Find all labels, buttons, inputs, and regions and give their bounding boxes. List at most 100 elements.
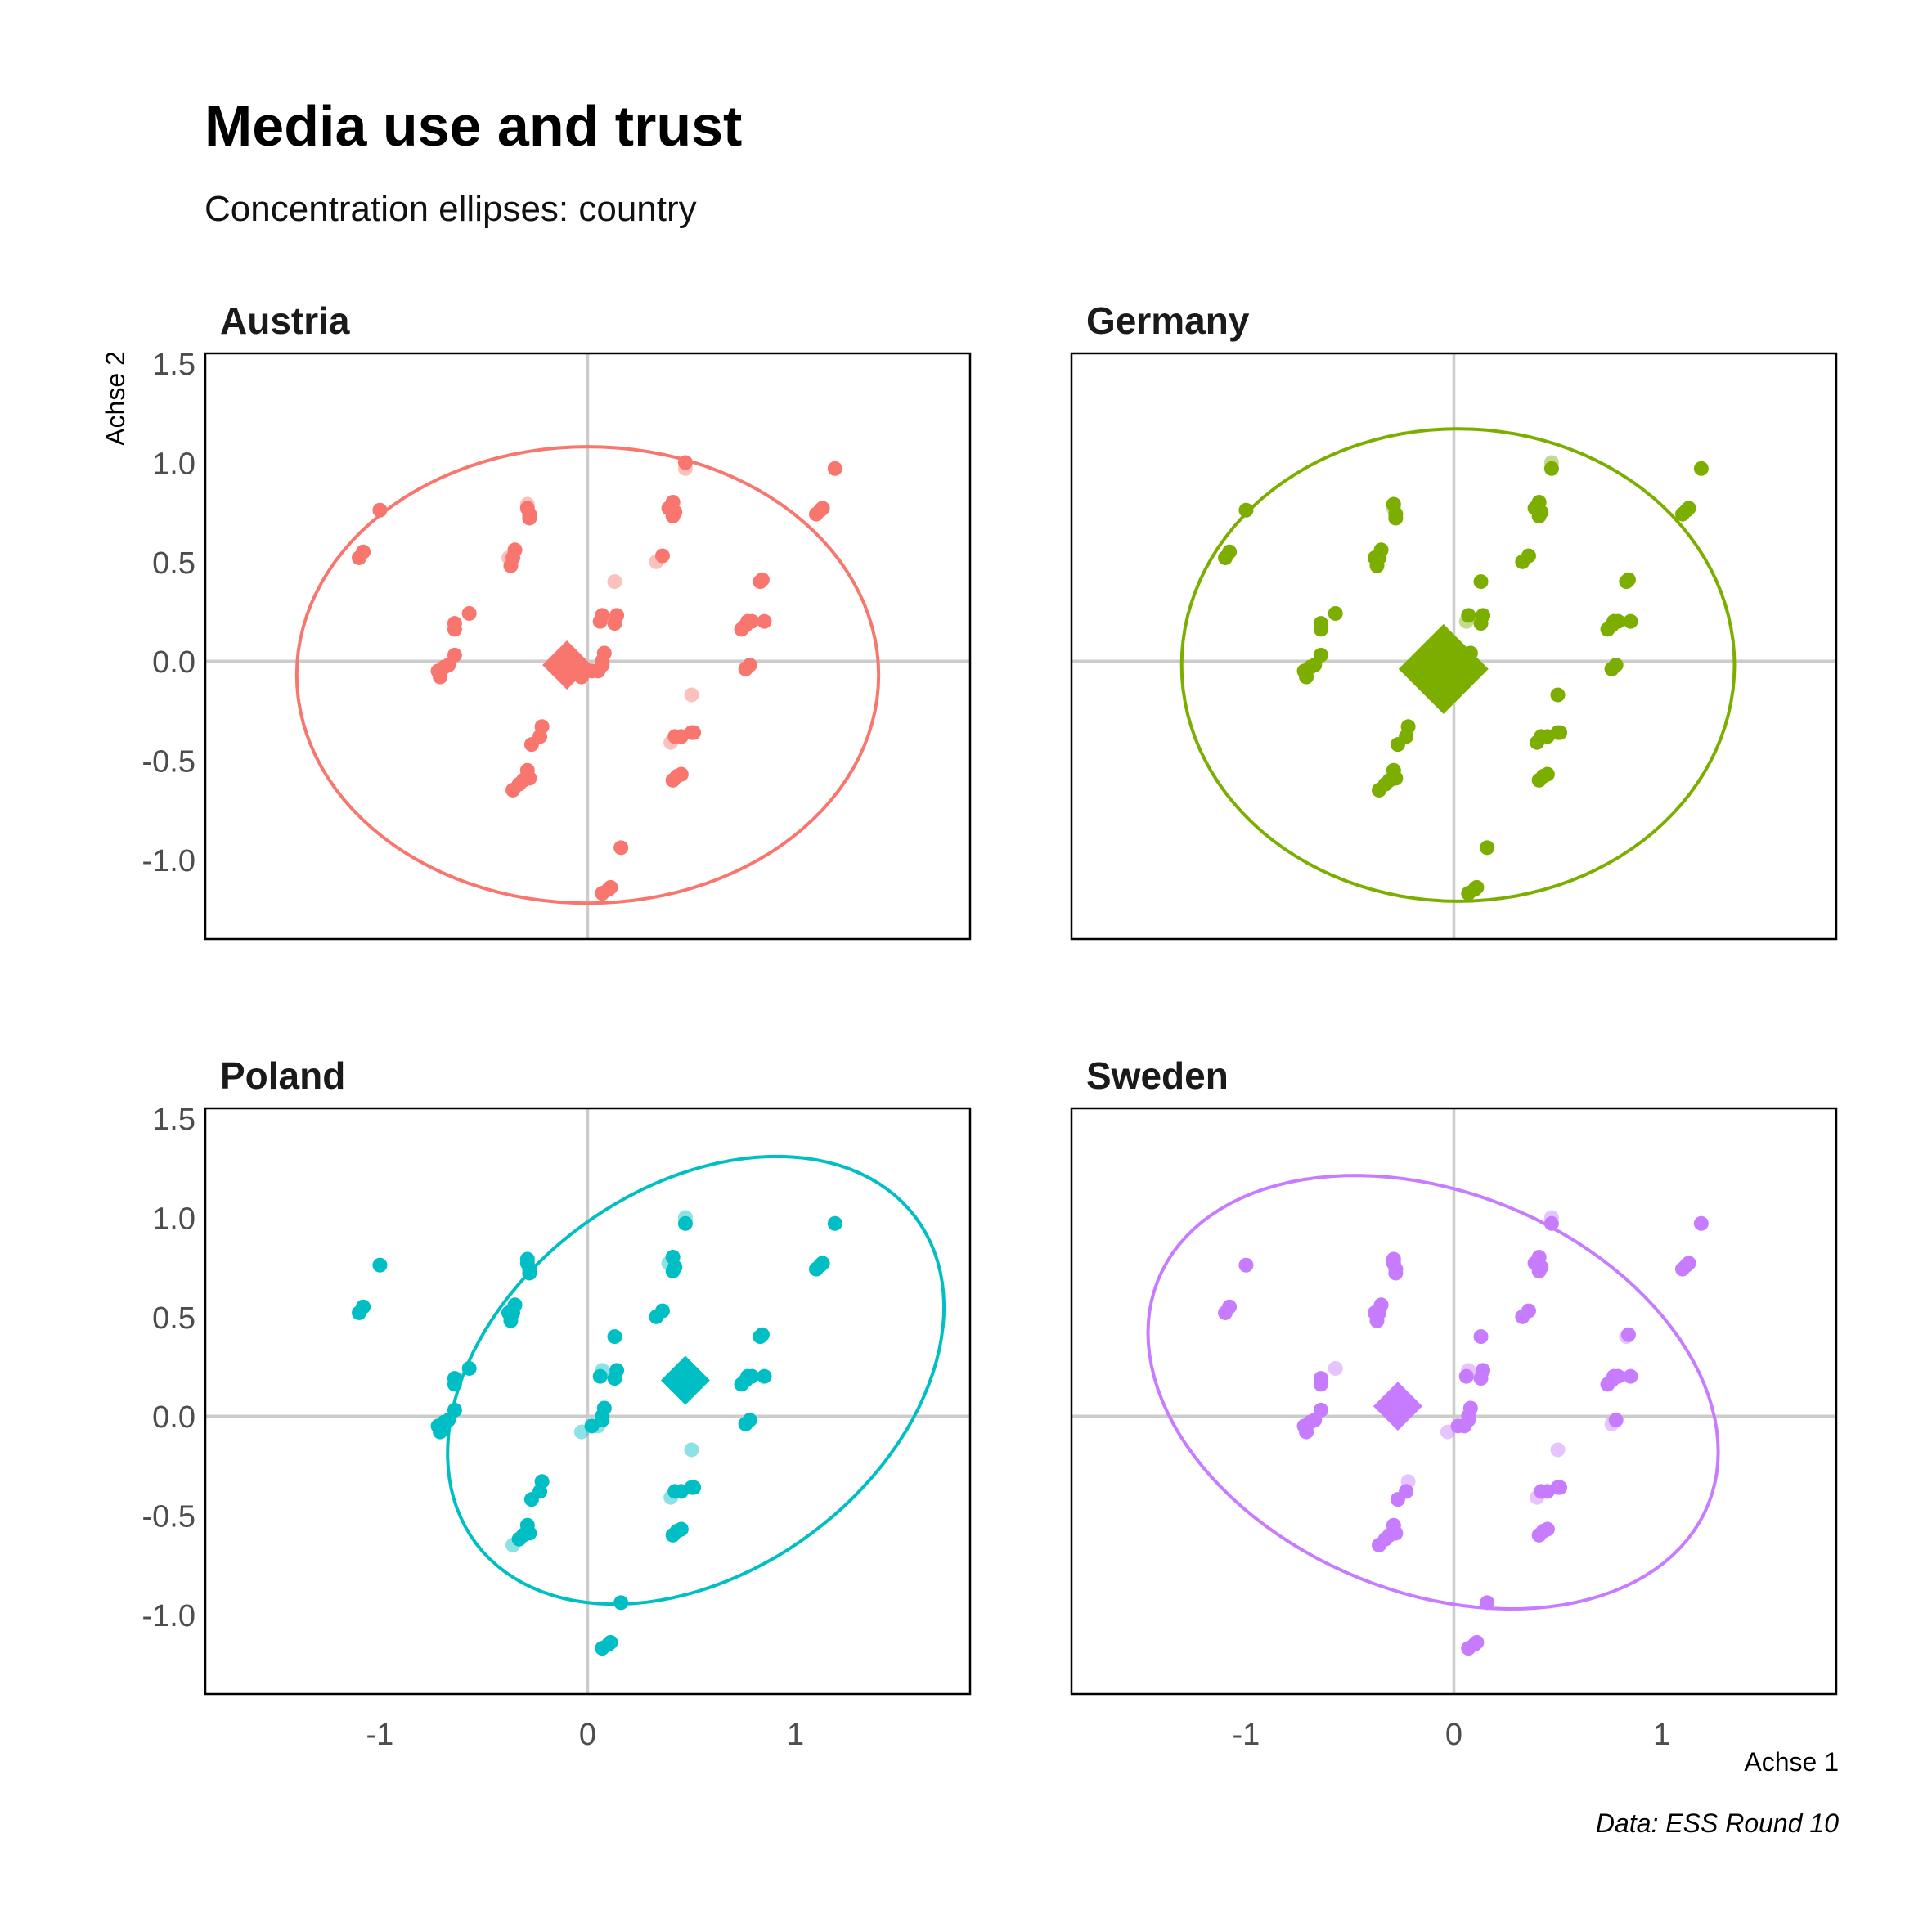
data-point [1238,1257,1254,1273]
data-point [447,616,462,631]
data-point [754,1327,770,1342]
data-point [1539,1521,1555,1537]
data-point [744,613,760,629]
data-point [744,1368,760,1384]
panel-poland: Poland 1.5 1.0 0.5 0.0 -0.5 -1.0 -1 0 1 [142,1054,972,1752]
y-tick-label: 1.0 [152,447,195,481]
data-point [1388,1265,1404,1281]
data-point [684,687,699,703]
data-point [1693,1215,1709,1231]
data-point [1313,1371,1328,1386]
y-tick-label: 0.5 [152,1301,195,1336]
data-point [1521,1303,1536,1319]
data-point [1222,544,1238,559]
y-tick-label: 0.5 [152,546,195,581]
data-point [1400,1474,1416,1489]
x-tick-label: 1 [787,1718,804,1752]
data-point [461,605,477,621]
panel-germany: Germany [1070,299,1838,941]
data-point [609,1363,625,1378]
data-point [609,608,625,623]
chart-subtitle: Concentration ellipses: country [204,189,697,229]
data-point [1238,502,1254,518]
data-point [1681,501,1696,516]
data-point [603,879,618,895]
data-point [1461,608,1476,623]
data-point [1480,840,1495,856]
data-point [1476,608,1491,623]
data-point [1462,1400,1478,1416]
panel-austria: Austria 1.5 1.0 0.5 0.0 -0.5 -1.0 [142,299,972,941]
y-tick-label: -0.5 [142,745,195,780]
data-point [1608,1413,1624,1428]
data-point [447,1371,462,1386]
data-point [684,1442,699,1458]
data-point [757,613,772,629]
data-point [595,1363,610,1378]
data-point [1550,687,1566,703]
panel-title-germany: Germany [1086,299,1250,342]
data-point [1469,1634,1485,1650]
data-point [1539,766,1555,782]
data-point [686,1480,702,1495]
data-point [613,840,629,856]
concentration-ellipse [1179,427,1737,903]
data-point [1373,542,1389,558]
data-point [742,1413,757,1428]
y-tick-label: -1.0 [142,1599,195,1633]
data-point [603,1634,618,1650]
data-point [654,548,670,564]
y-axis-label: Achse 2 [101,351,130,446]
data-point [595,608,610,623]
panel-border [1070,1107,1838,1696]
y-tick-label: 1.5 [152,348,195,382]
data-point [1461,1363,1476,1378]
data-point [534,1474,550,1489]
y-tick-label: 0.0 [152,1400,195,1435]
panel-border [204,1107,972,1696]
data-point [673,766,689,782]
panel-title-poland: Poland [220,1054,345,1097]
data-point [742,658,757,673]
data-point [596,645,612,661]
data-point [1620,1327,1636,1342]
data-point [1313,647,1328,663]
x-axis-label: Achse 1 [1744,1747,1839,1777]
data-point [522,1525,537,1541]
data-point [1543,461,1559,476]
centroid-marker [1373,1382,1422,1431]
data-point [1681,1256,1696,1271]
data-point [1476,1363,1491,1378]
data-point [1458,1368,1474,1384]
x-tick-label: 0 [579,1718,596,1752]
data-point [677,1210,693,1225]
data-point [1313,1402,1328,1418]
data-point [1611,613,1626,629]
data-point [1388,510,1404,526]
data-point [1521,548,1536,564]
data-point [1469,879,1485,895]
data-point [522,771,537,786]
data-point [1313,616,1328,631]
x-tick-label: -1 [366,1718,394,1752]
data-point [1623,1368,1638,1384]
data-point [592,1368,608,1384]
data-point [1400,719,1416,735]
panel-border [1070,352,1838,941]
data-point [1328,605,1343,621]
concentration-ellipse [1146,1174,1720,1611]
y-tick-label: 0.0 [152,645,195,680]
panel-sweden: Sweden -1 0 1 [1070,1054,1838,1752]
data-point [1473,574,1489,590]
data-point [534,719,550,735]
data-point [667,1260,683,1275]
centroid-marker [1398,623,1489,714]
data-point [1328,1360,1343,1376]
facet-panels: Austria 1.5 1.0 0.5 0.0 -0.5 -1.0 Germany Poland… [142,299,1838,1752]
data-point [677,1215,693,1231]
data-point [596,1400,612,1416]
data-point [1388,771,1404,786]
data-point [607,574,622,590]
y-tick-label: 1.0 [152,1202,195,1236]
